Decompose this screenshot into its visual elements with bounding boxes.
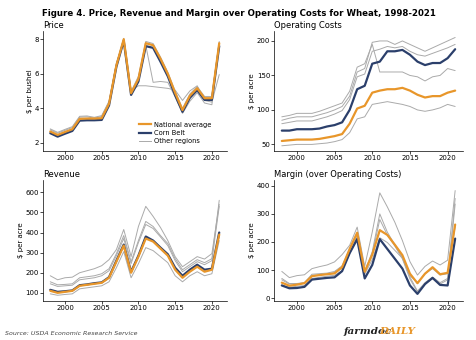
Y-axis label: $ per acre: $ per acre [18, 223, 24, 258]
Y-axis label: $ per bushel: $ per bushel [27, 69, 33, 113]
Text: Operating Costs: Operating Costs [274, 21, 341, 30]
Y-axis label: $ per acre: $ per acre [248, 73, 255, 109]
Text: Revenue: Revenue [43, 170, 80, 180]
Text: Price: Price [43, 21, 64, 30]
Legend: National average, Corn Belt, Other regions: National average, Corn Belt, Other regio… [137, 120, 212, 146]
Text: DAILY: DAILY [378, 327, 414, 336]
Y-axis label: $ per acre: $ per acre [248, 223, 255, 258]
Text: Source: USDA Economic Research Service: Source: USDA Economic Research Service [5, 331, 137, 336]
Text: farmdoc: farmdoc [343, 327, 391, 336]
Text: Margin (over Operating Costs): Margin (over Operating Costs) [274, 170, 401, 180]
Text: Figure 4. Price, Revenue and Margin over Operating Costs for Wheat, 1998-2021: Figure 4. Price, Revenue and Margin over… [41, 8, 435, 17]
